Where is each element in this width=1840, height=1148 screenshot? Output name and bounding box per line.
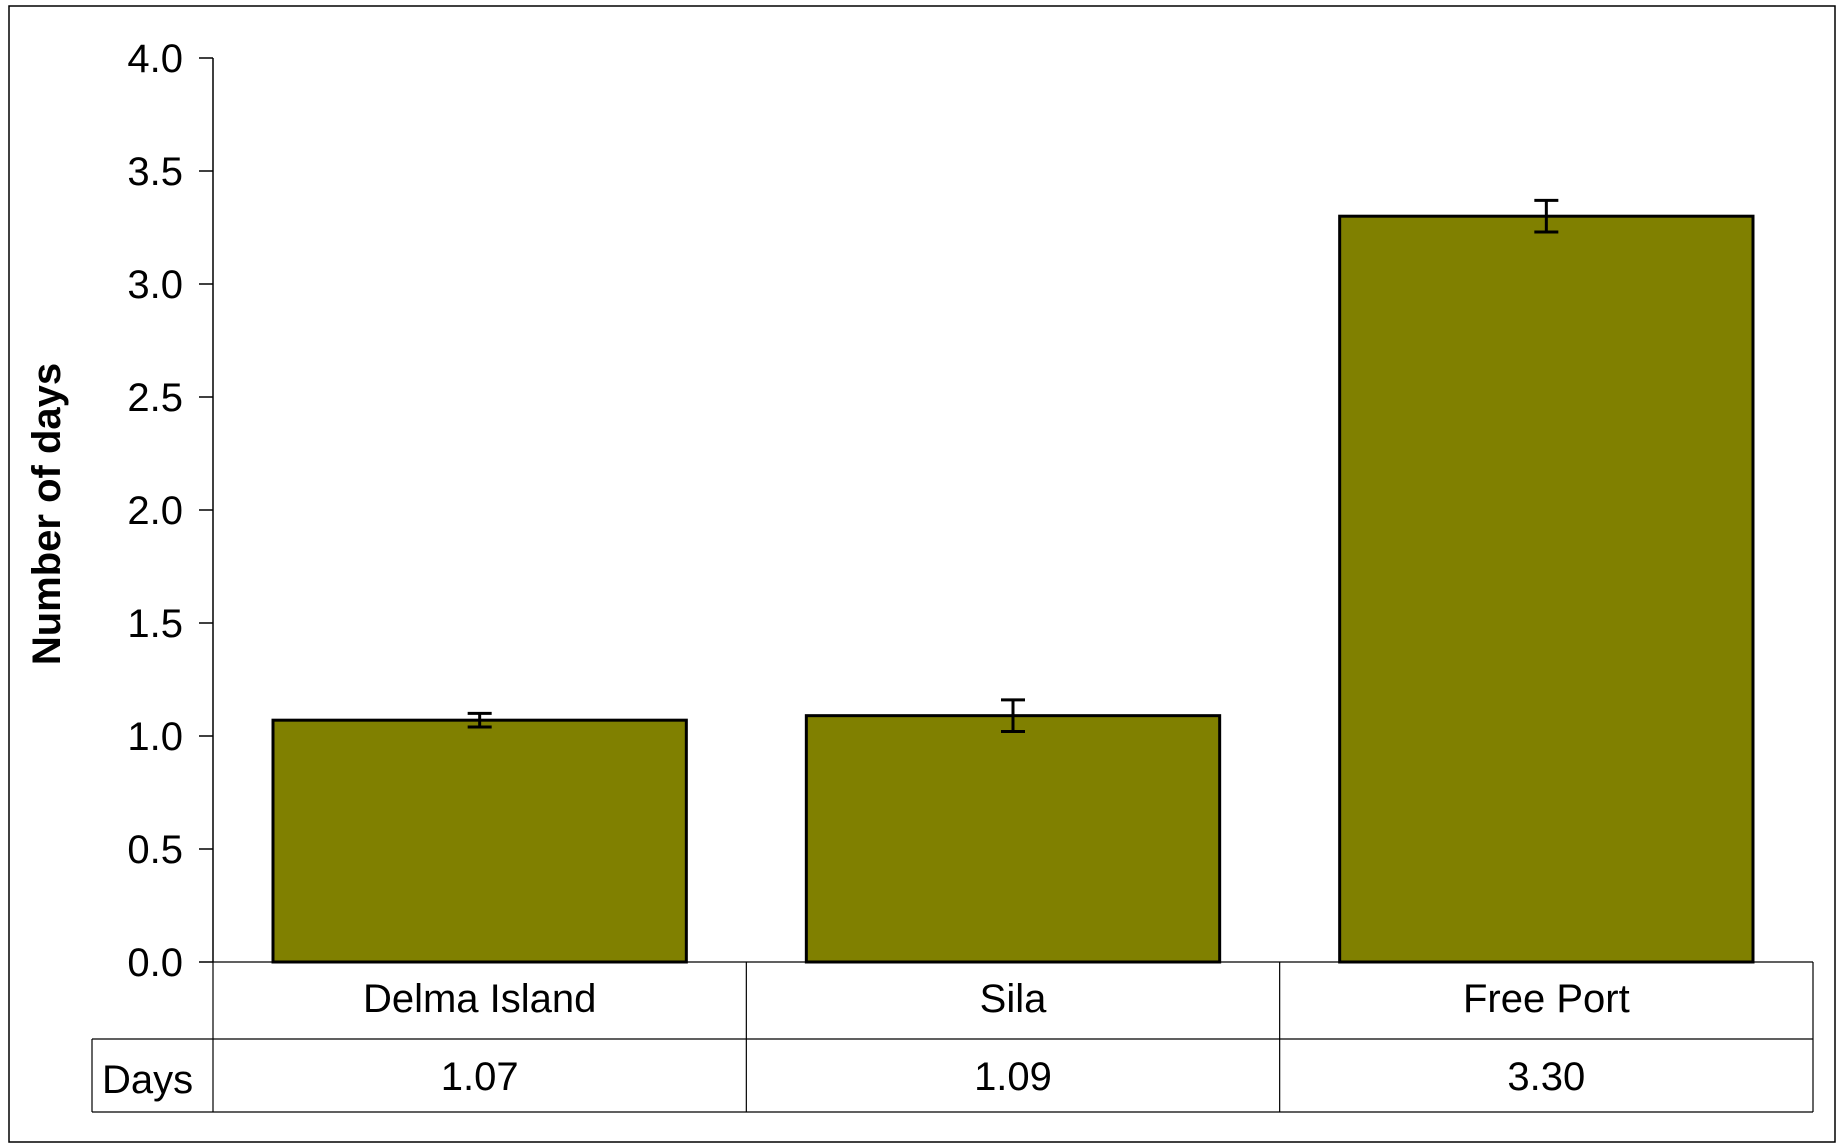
y-tick-label: 2.5 xyxy=(127,376,183,420)
x-category-label: Free Port xyxy=(1463,977,1630,1021)
y-tick-label: 0.0 xyxy=(127,941,183,985)
error-bars xyxy=(467,198,1559,733)
y-tick-label: 2.0 xyxy=(127,489,183,533)
y-tick-label: 1.5 xyxy=(127,602,183,646)
x-category-label: Sila xyxy=(980,977,1047,1021)
y-tick-label: 1.0 xyxy=(127,715,183,759)
bar xyxy=(271,718,688,964)
bars xyxy=(271,214,1755,964)
bar xyxy=(1338,214,1755,964)
y-tick-label: 4.0 xyxy=(127,37,183,81)
table-series-label: Days xyxy=(102,1058,193,1102)
x-category-label: Delma Island xyxy=(363,977,596,1021)
y-tick-label: 3.0 xyxy=(127,263,183,307)
y-tick-label: 3.5 xyxy=(127,150,183,194)
data-table: Delma Island 1.07 Sila 1.09 Free Port 3.30 Day… xyxy=(91,961,1814,1113)
data-label: 1.07 xyxy=(441,1055,519,1099)
bar xyxy=(804,714,1222,964)
y-tick-label: 0.5 xyxy=(127,828,183,872)
y-axis-label: Number of days xyxy=(25,363,69,665)
data-label: 1.09 xyxy=(974,1055,1052,1099)
data-label: 3.30 xyxy=(1507,1055,1585,1099)
y-axis-ticks: 0.0 0.5 1.0 1.5 2.0 2.5 3.0 3.5 4.0 xyxy=(127,37,213,985)
